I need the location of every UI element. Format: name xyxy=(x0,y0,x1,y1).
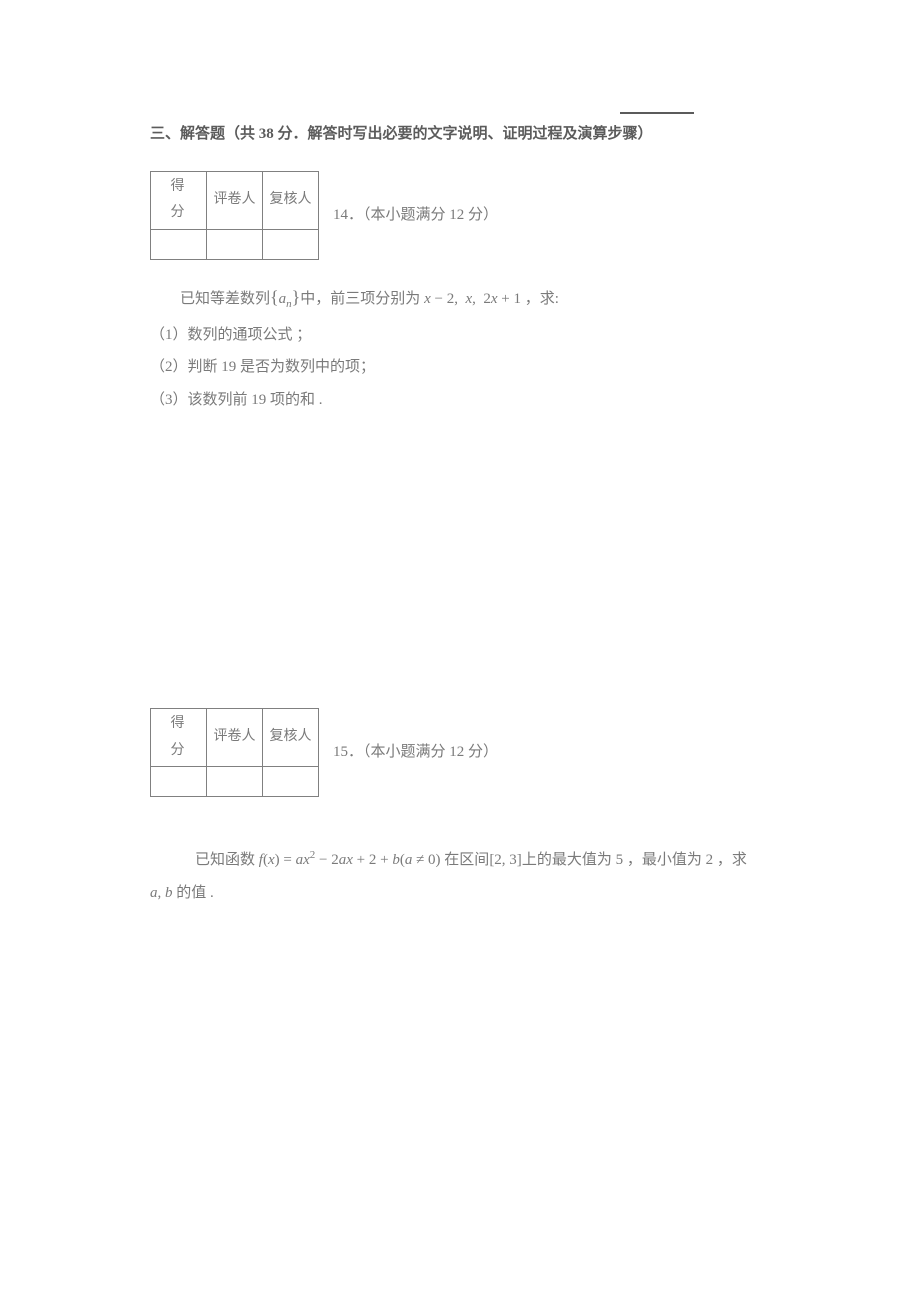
q15-line2-text: 的值 . xyxy=(173,885,214,901)
score-col-score: 得 分 xyxy=(151,709,207,767)
score-col-grader: 评卷人 xyxy=(207,171,263,229)
q14-label: 14．（本小题满分 12 分） xyxy=(333,201,498,230)
answer-space-q14 xyxy=(150,418,780,708)
brace-close: } xyxy=(292,287,301,307)
q15-header: 得 分 评卷人 复核人 15．（本小题满分 12 分） xyxy=(150,708,780,797)
q15-pre: 已知函数 xyxy=(195,852,259,868)
score-col-score: 得 分 xyxy=(151,171,207,229)
score-col-reviewer: 复核人 xyxy=(263,171,319,229)
score-cell-blank xyxy=(151,229,207,259)
score-table-q15: 得 分 评卷人 复核人 xyxy=(150,708,319,797)
score-col-reviewer: 复核人 xyxy=(263,709,319,767)
section-heading: 三、解答题（共 38 分．解答时写出必要的文字说明、证明过程及演算步骤） xyxy=(150,120,780,149)
q14-header: 得 分 评卷人 复核人 14．（本小题满分 12 分） xyxy=(150,171,780,260)
q15-line2: a, b 的值 . xyxy=(150,879,780,908)
page-content: 三、解答题（共 38 分．解答时写出必要的文字说明、证明过程及演算步骤） 得 分… xyxy=(0,0,920,907)
q14-intro-post: ，求: xyxy=(521,291,559,307)
q14-part-1: （1）数列的通项公式 ； xyxy=(150,321,780,350)
score-cell-blank xyxy=(263,767,319,797)
score-table-q14: 得 分 评卷人 复核人 xyxy=(150,171,319,260)
q14-part-3: （3）该数列前 19 项的和 . xyxy=(150,386,780,415)
header-rule xyxy=(620,112,694,114)
spacer xyxy=(150,817,780,837)
q15-label: 15．（本小题满分 12 分） xyxy=(333,738,498,767)
q15-line1: 已知函数 f(x) = ax2 − 2ax + 2 + b(a ≠ 0) 在区间… xyxy=(150,845,780,875)
brace-open: { xyxy=(270,287,279,307)
score-cell-blank xyxy=(207,767,263,797)
q14-intro-mid: 中，前三项分别为 xyxy=(300,291,424,307)
q15-ab: a, b xyxy=(150,885,173,901)
score-cell-blank xyxy=(151,767,207,797)
q14-terms: x − 2, x, 2x + 1 xyxy=(424,291,521,307)
score-col-grader: 评卷人 xyxy=(207,709,263,767)
q14-part-2: （2）判断 19 是否为数列中的项； xyxy=(150,353,780,382)
q14-intro-pre: 已知等差数列 xyxy=(180,291,270,307)
q14-intro: 已知等差数列{an}中，前三项分别为 x − 2, x, 2x + 1 ，求: xyxy=(150,280,780,315)
q15-func: f(x) = ax2 − 2ax + 2 + b(a ≠ 0) xyxy=(259,852,441,868)
q15-post1: 上的最大值为 5 ，最小值为 2 ，求 xyxy=(522,852,747,868)
q15-interval: [2, 3] xyxy=(489,852,522,868)
score-cell-blank xyxy=(207,229,263,259)
q15-mid: 在区间 xyxy=(441,852,490,868)
score-cell-blank xyxy=(263,229,319,259)
